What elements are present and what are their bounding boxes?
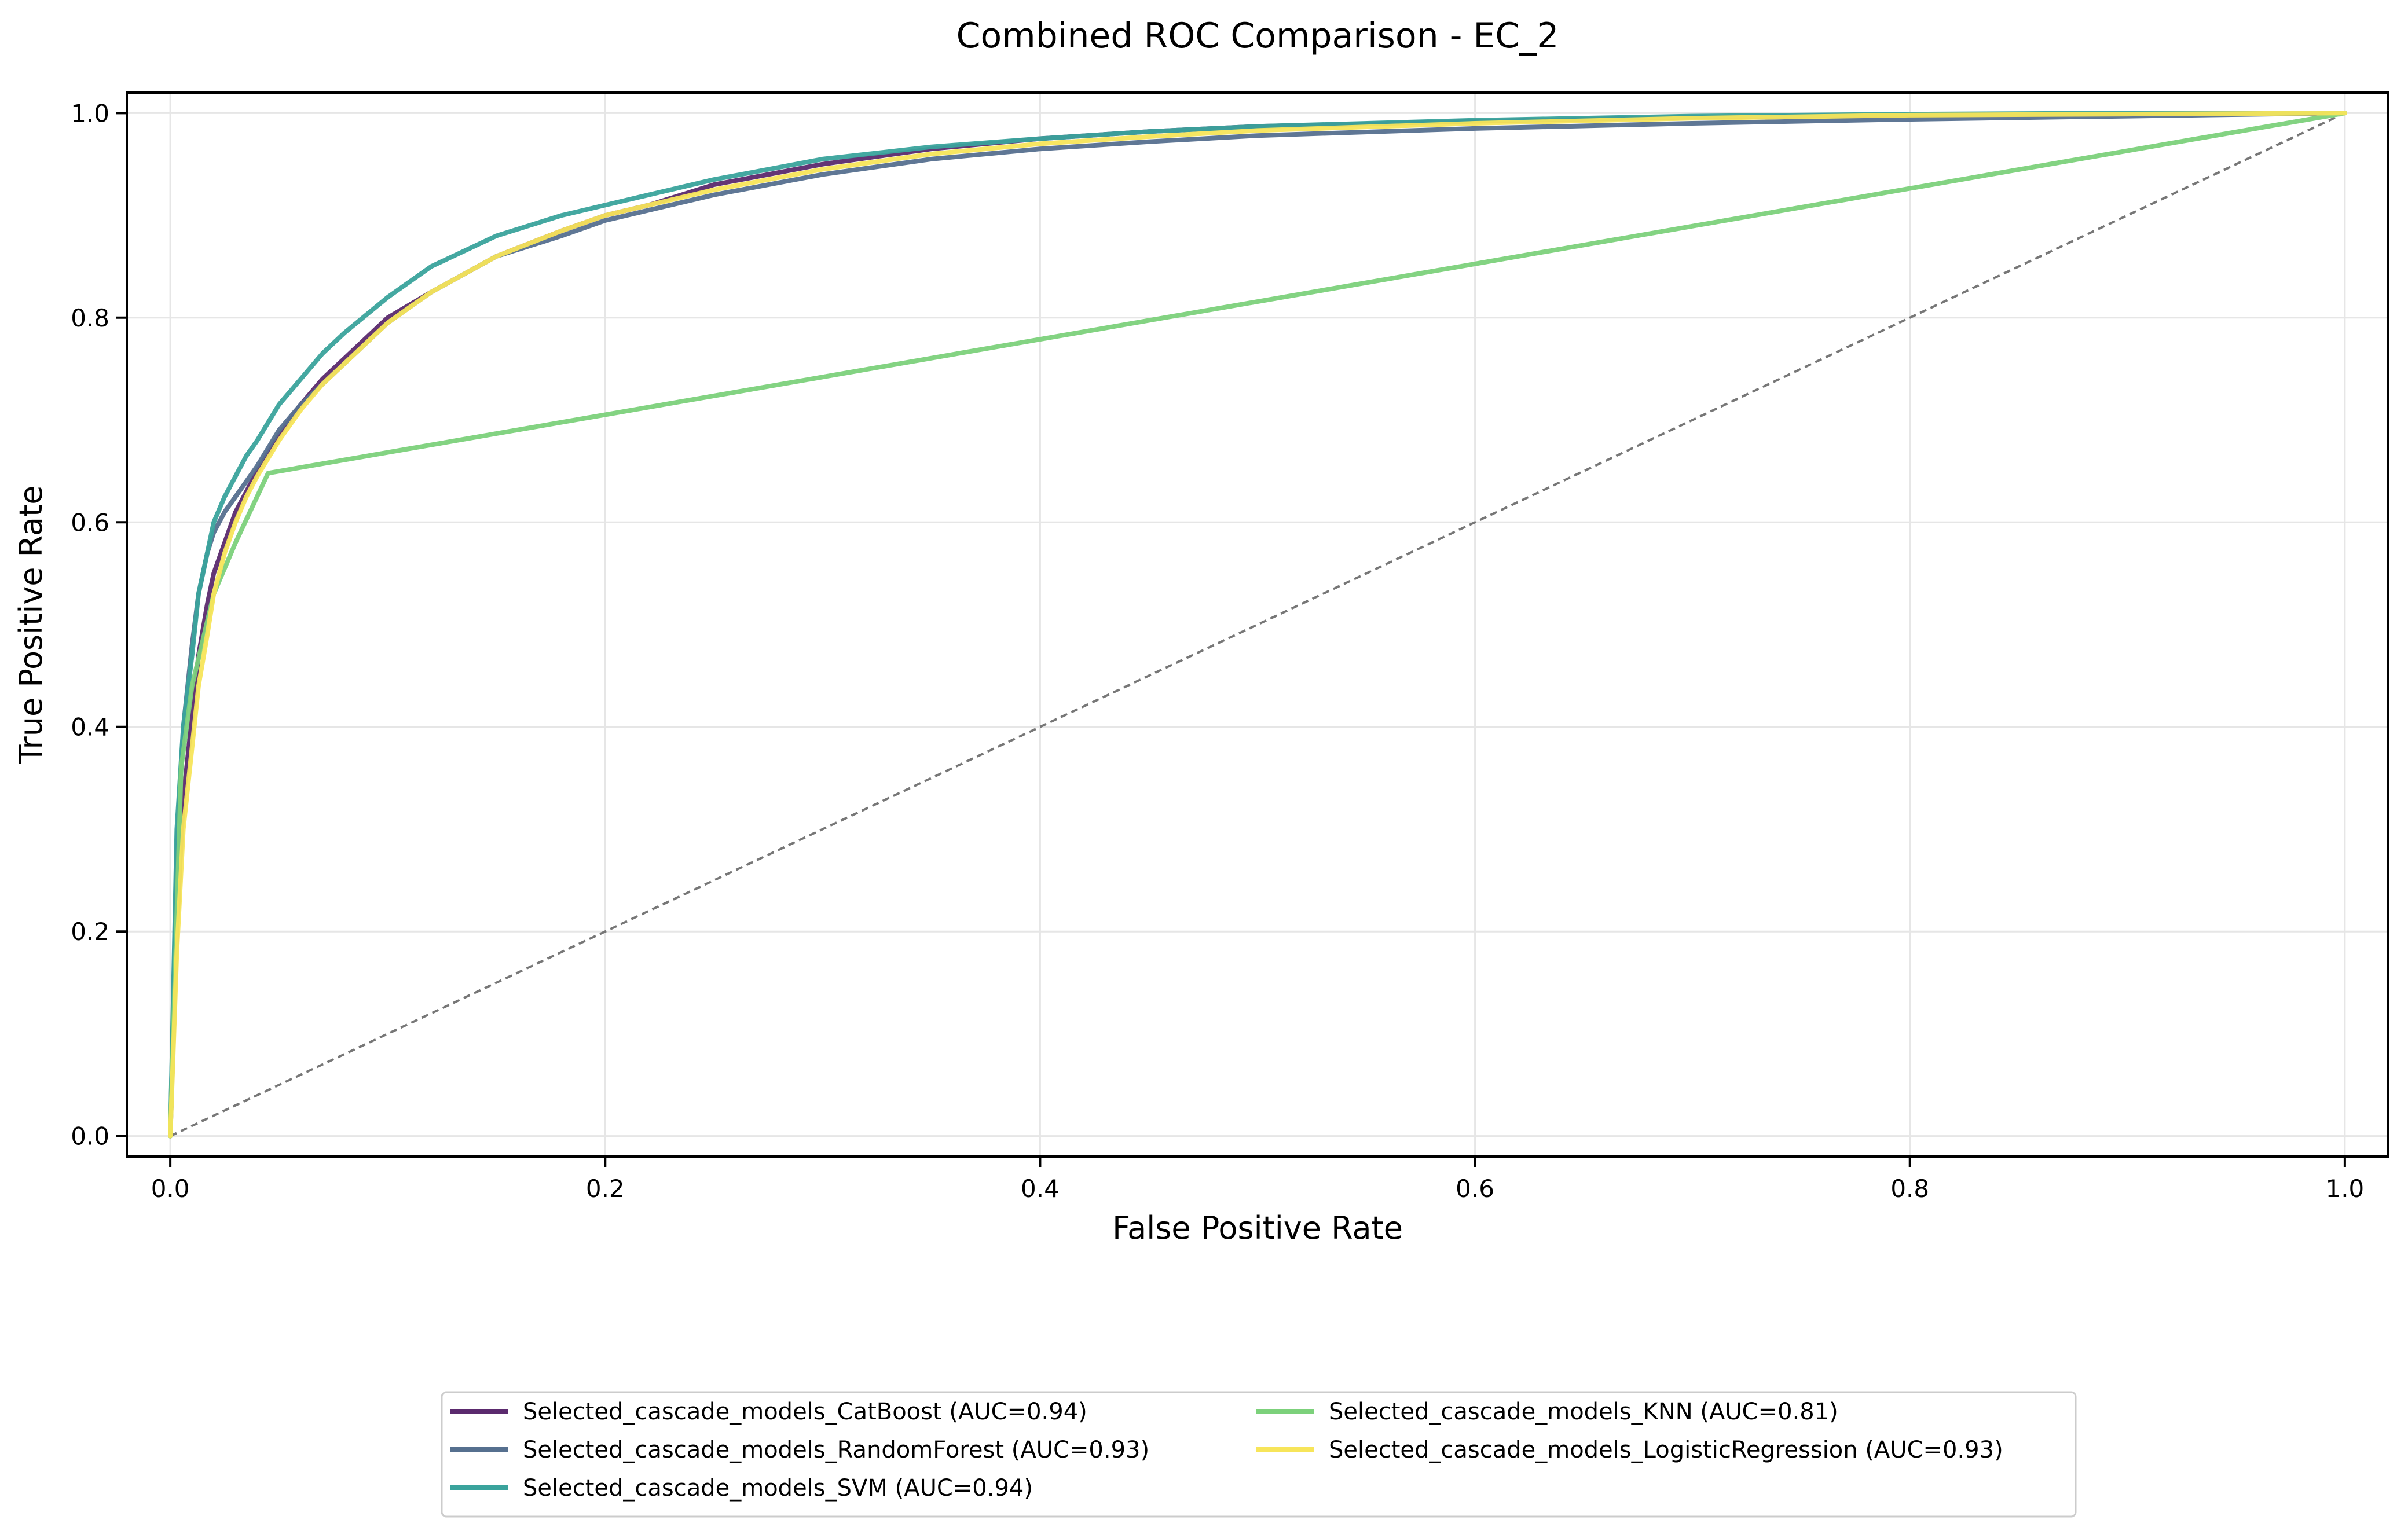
y-tick-label: 0.8 bbox=[71, 304, 109, 332]
legend-box bbox=[441, 1391, 2077, 1518]
x-tick-label: 0.8 bbox=[1890, 1174, 1929, 1203]
x-tick-label: 0.6 bbox=[1456, 1174, 1494, 1203]
series-group bbox=[168, 111, 2347, 1139]
x-tick-label: 0.0 bbox=[151, 1174, 190, 1203]
x-axis-label: False Positive Rate bbox=[1112, 1210, 1403, 1246]
y-tick-label: 1.0 bbox=[71, 99, 109, 127]
legend-label-0: Selected_cascade_models_CatBoost (AUC=0.… bbox=[523, 1398, 1087, 1425]
legend-label-4: Selected_cascade_models_LogisticRegressi… bbox=[1329, 1437, 2003, 1463]
x-tick-label: 1.0 bbox=[2325, 1174, 2364, 1203]
legend-label-3: Selected_cascade_models_KNN (AUC=0.81) bbox=[1329, 1398, 1838, 1425]
y-tick-label: 0.6 bbox=[71, 508, 109, 537]
chart-title: Combined ROC Comparison - EC_2 bbox=[956, 16, 1559, 56]
y-axis-label: True Positive Rate bbox=[13, 485, 49, 764]
legend: Selected_cascade_models_CatBoost (AUC=0.… bbox=[441, 1391, 2077, 1518]
y-tick-label: 0.2 bbox=[71, 917, 109, 946]
series-line-4 bbox=[168, 111, 2347, 1139]
x-tick-label: 0.2 bbox=[586, 1174, 625, 1203]
y-tick-label: 0.4 bbox=[71, 713, 109, 742]
plot-frame bbox=[126, 91, 2389, 1158]
y-tick-label: 0.0 bbox=[71, 1122, 109, 1151]
ticks: 0.0 0.2 0.4 0.6 0.8 1.0 0.0 0.2 0.4 0.6 0.8 1.0 bbox=[71, 99, 2364, 1203]
grid bbox=[127, 93, 2388, 1157]
reference-diagonal-line bbox=[170, 112, 2345, 1137]
x-tick-label: 0.4 bbox=[1021, 1174, 1060, 1203]
legend-label-1: Selected_cascade_models_RandomForest (AU… bbox=[523, 1437, 1149, 1463]
series-line-2 bbox=[168, 111, 2347, 1139]
legend-label-2: Selected_cascade_models_SVM (AUC=0.94) bbox=[523, 1475, 1033, 1502]
